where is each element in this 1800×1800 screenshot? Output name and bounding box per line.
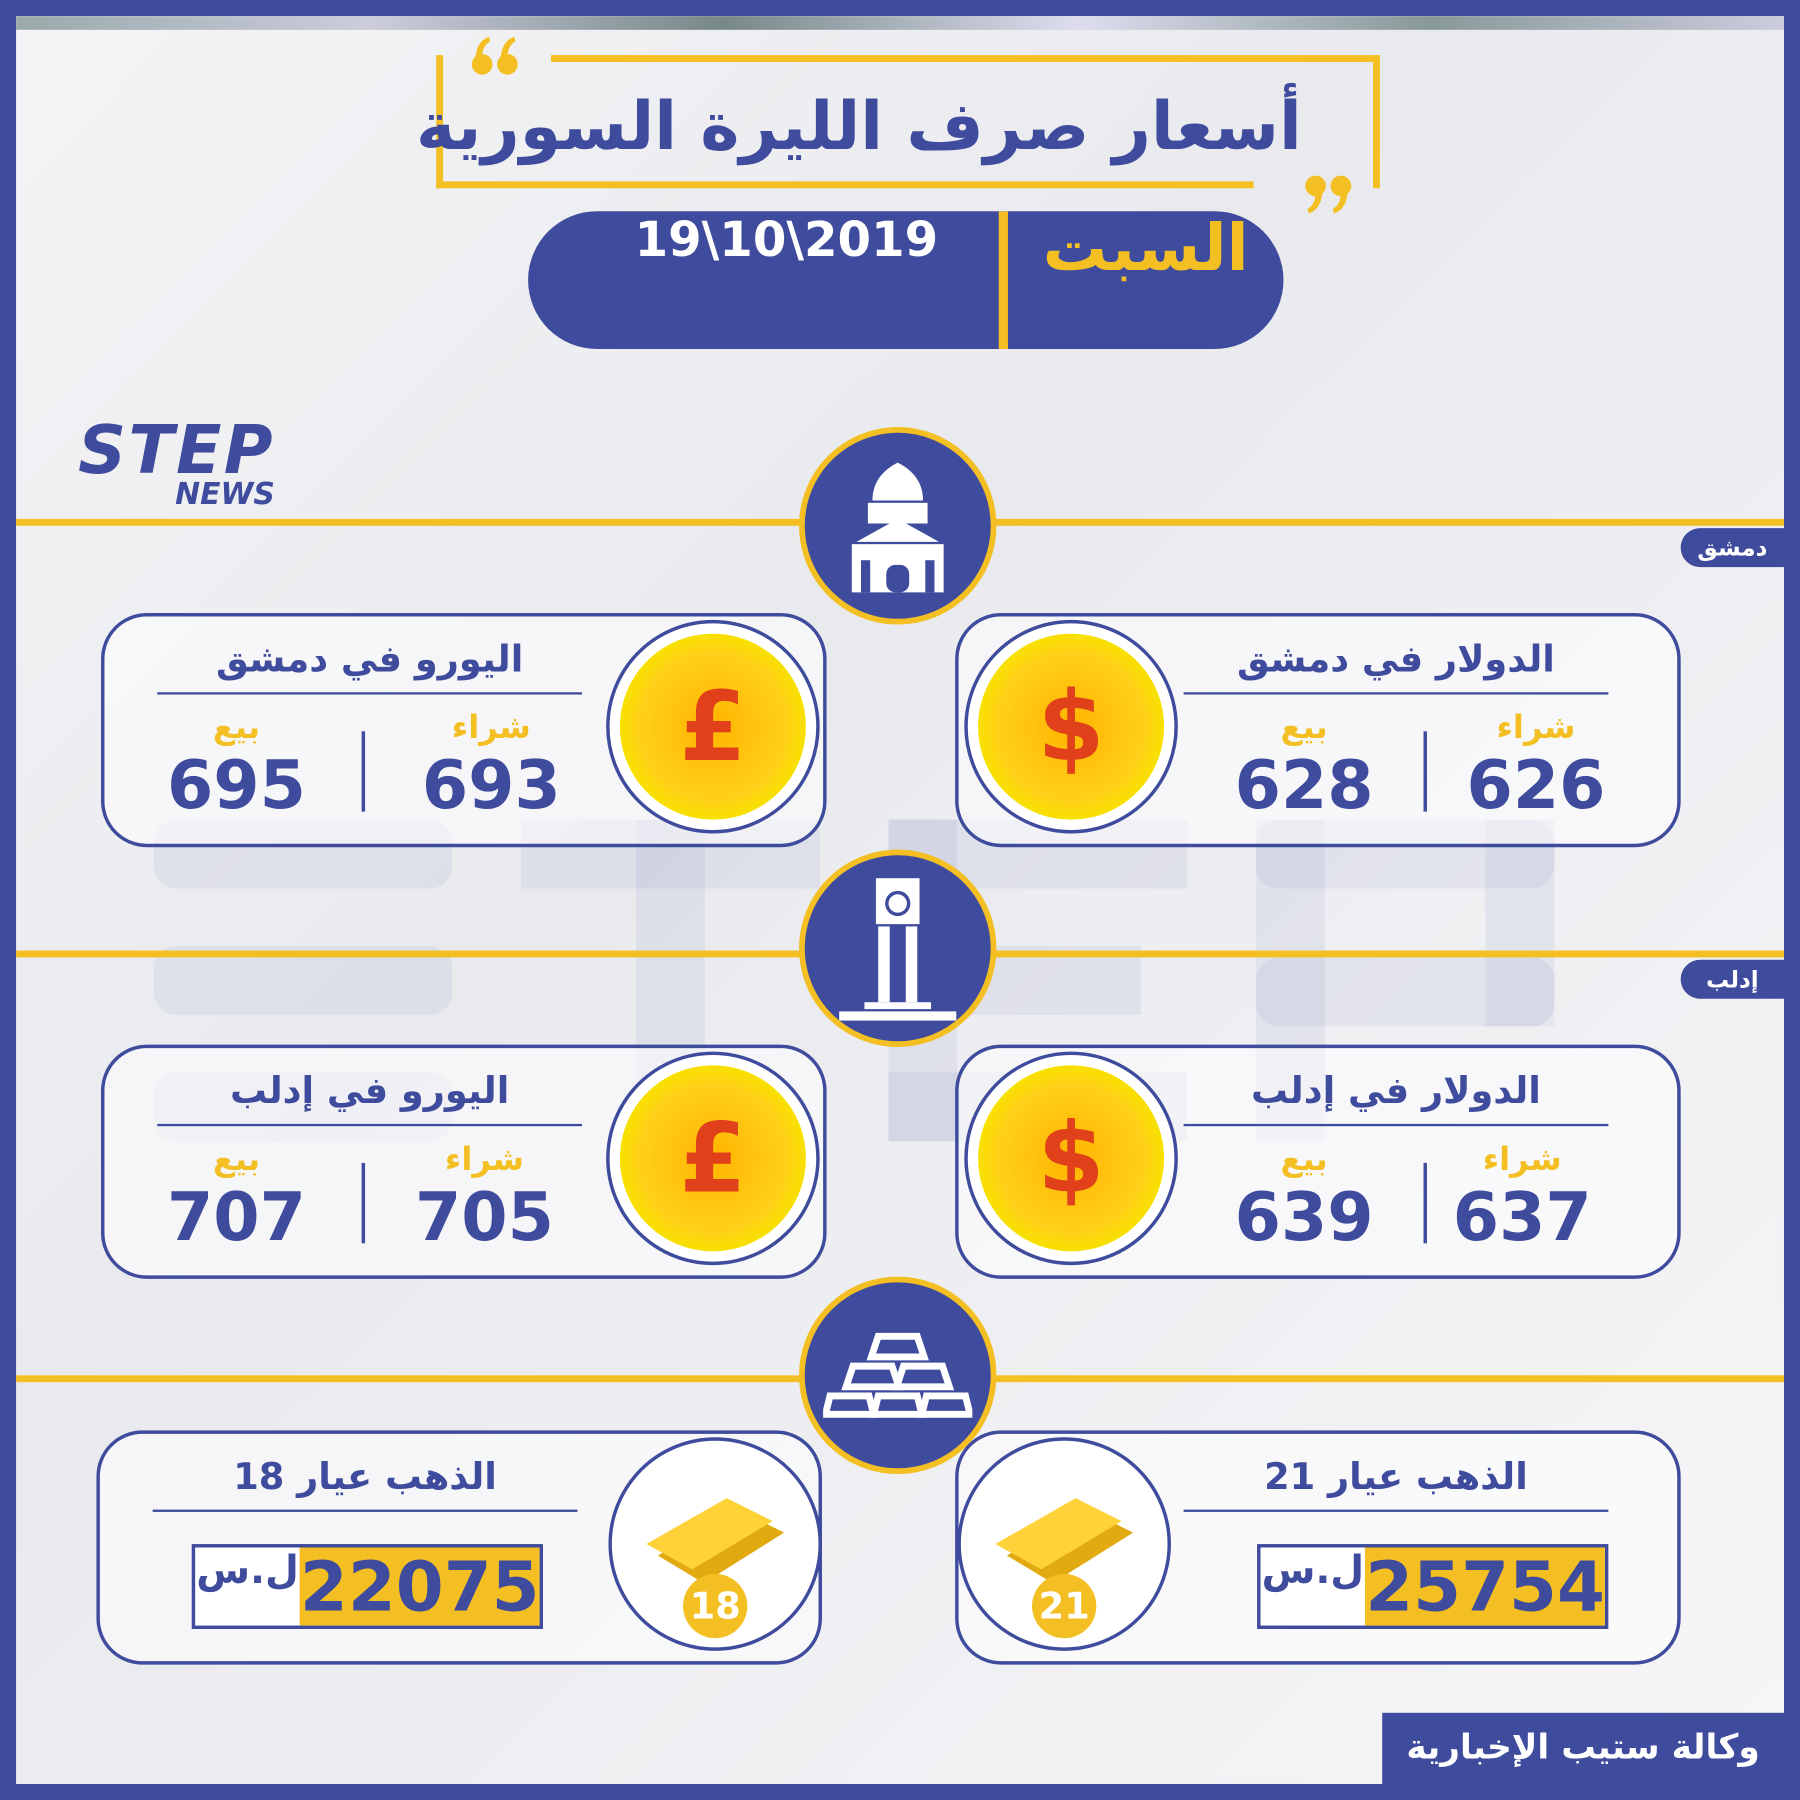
price-box: ل.س 25754	[1257, 1544, 1609, 1630]
title-frame-bottom	[436, 181, 1254, 189]
gold-bar-badge: 21	[957, 1437, 1171, 1651]
sell-value: 639	[1234, 1177, 1374, 1256]
pound-icon: £	[619, 1065, 806, 1252]
price-value: 25754	[1365, 1547, 1605, 1628]
mosque-icon	[799, 427, 997, 625]
buy-value: 626	[1466, 746, 1606, 825]
price-box: ل.س 22075	[191, 1544, 544, 1630]
buy-column: شراء 705	[398, 1140, 570, 1256]
karat-badge: 18	[683, 1573, 748, 1639]
column-divider	[361, 1162, 366, 1244]
card-title: الذهب عيار 18	[152, 1455, 578, 1512]
buy-value: 705	[414, 1177, 554, 1256]
gold-bar-badge: 18	[608, 1437, 822, 1651]
sell-column: بيع 707	[150, 1140, 322, 1256]
close-quote-icon	[1305, 175, 1352, 214]
sell-value: 695	[166, 746, 306, 825]
sell-column: بيع 639	[1218, 1140, 1390, 1256]
dollar-icon: $	[978, 633, 1165, 820]
sell-value: 628	[1234, 746, 1374, 825]
buy-value: 637	[1452, 1177, 1592, 1256]
gold-bars-icon	[799, 1276, 997, 1475]
price-value: 22075	[299, 1547, 540, 1628]
title-frame	[436, 55, 1380, 189]
footer-agency: وكالة ستيب الإخبارية	[1382, 1712, 1784, 1784]
open-quote-icon	[471, 36, 518, 75]
city-tag-damascus: دمشق	[1680, 528, 1784, 568]
infographic: أسعار صرف الليرة السورية 19\10\2019 السب…	[16, 16, 1784, 1784]
card-title: الدولار في دمشق	[1183, 637, 1609, 695]
buy-column: شراء 693	[405, 708, 577, 824]
step-news-logo: STEP NEWS	[78, 410, 275, 513]
date-pill: 19\10\2019 السبت	[528, 211, 1284, 349]
clock-tower-icon	[799, 849, 997, 1047]
gold-bar-icon	[646, 1498, 785, 1584]
buy-column: شراء 637	[1436, 1140, 1608, 1256]
dollar-icon: $	[978, 1065, 1165, 1252]
dollar-coin: $	[964, 1051, 1178, 1266]
day-text: السبت	[1042, 211, 1249, 286]
date-text: 19\10\2019	[634, 211, 939, 268]
card-title: اليورو في دمشق	[157, 637, 583, 695]
card-title: الدولار في إدلب	[1183, 1069, 1609, 1127]
column-divider	[1423, 731, 1427, 812]
column-divider	[1423, 1162, 1427, 1244]
currency-label: ل.س	[1261, 1547, 1365, 1594]
buy-column: شراء 626	[1450, 708, 1622, 824]
page-title: أسعار صرف الليرة السورية	[416, 87, 1302, 166]
top-photo-strip	[16, 16, 1784, 30]
pound-coin: £	[606, 1051, 820, 1266]
title-frame-top	[551, 55, 1374, 62]
currency-label: ل.س	[196, 1547, 299, 1594]
karat-badge: 21	[1032, 1573, 1097, 1639]
pound-icon: £	[619, 633, 806, 820]
card-title: الذهب عيار 21	[1183, 1455, 1609, 1512]
card-title: اليورو في إدلب	[157, 1069, 583, 1127]
date-divider	[998, 211, 1008, 349]
sell-column: بيع 628	[1218, 708, 1390, 824]
sell-column: بيع 695	[150, 708, 322, 824]
city-tag-idlib: إدلب	[1680, 959, 1784, 999]
gold-bar-icon	[995, 1498, 1134, 1584]
column-divider	[361, 731, 366, 812]
pound-coin: £	[606, 619, 820, 834]
buy-value: 693	[421, 746, 561, 825]
sell-value: 707	[166, 1177, 306, 1256]
dollar-coin: $	[964, 619, 1178, 834]
